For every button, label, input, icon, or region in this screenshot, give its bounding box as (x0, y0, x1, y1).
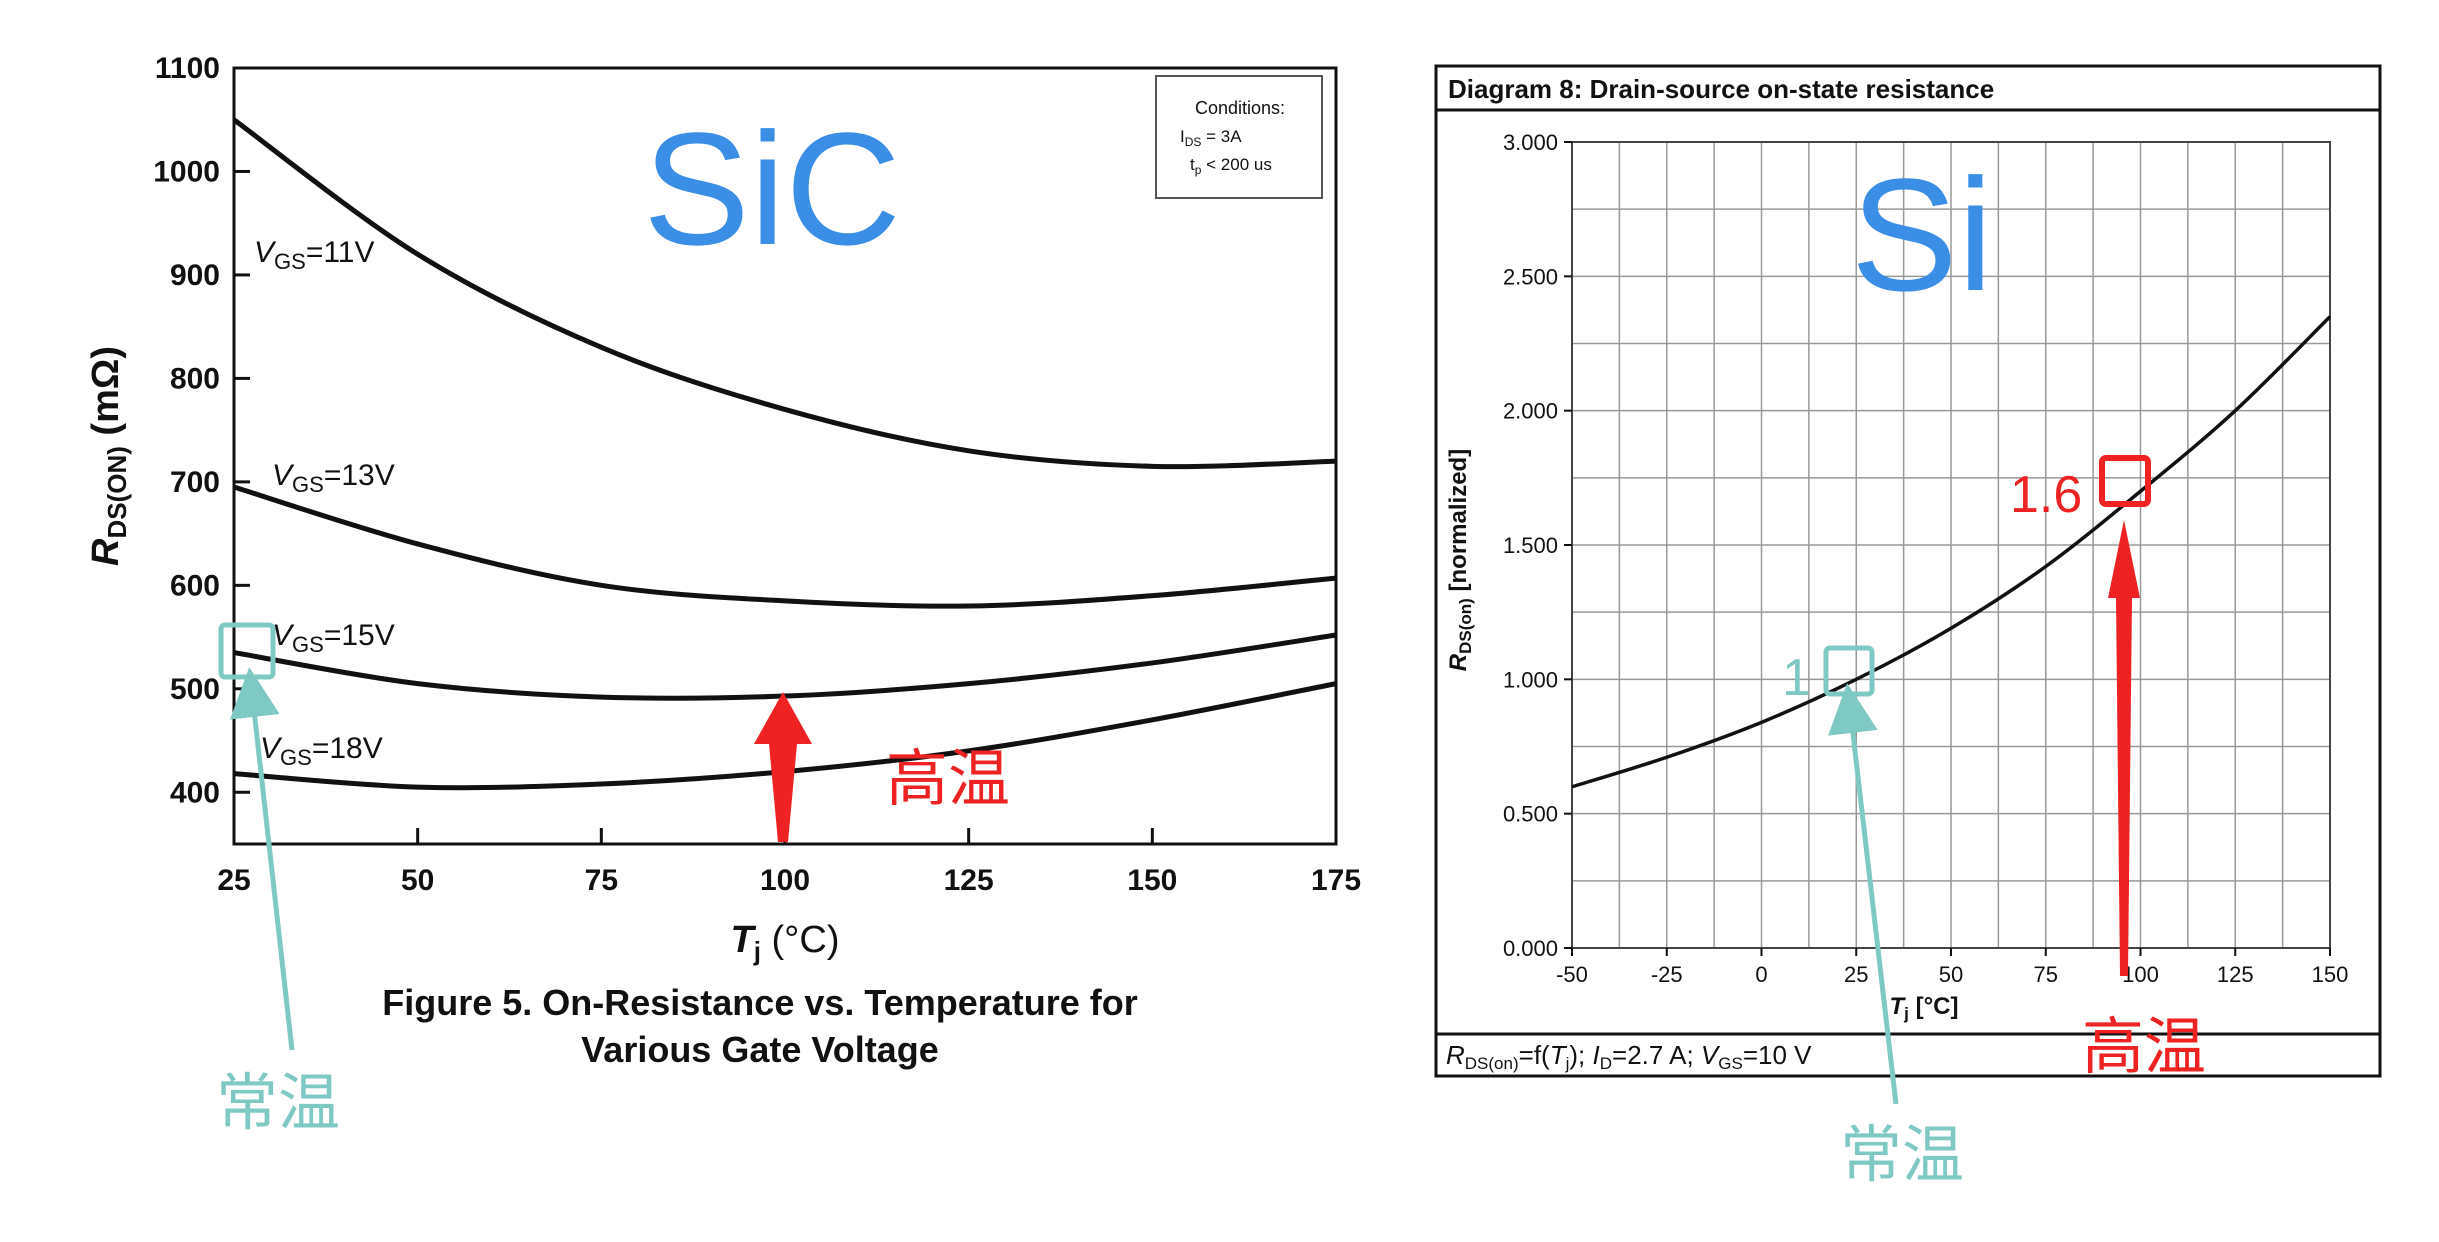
sic-x-tick-label: 25 (217, 864, 250, 897)
si-y-tick-label: 0.500 (1503, 802, 1558, 827)
si-chart: Diagram 8: Drain-source on-state resista… (1434, 64, 2382, 1191)
si-y-tick-label: 2.500 (1503, 264, 1558, 289)
series-label-vgs-15v: VGS=15V (272, 619, 395, 657)
sic-x-tick-label: 125 (944, 864, 994, 897)
si-x-tick-label: 125 (2217, 962, 2254, 987)
sic-y-tick-label: 900 (170, 259, 220, 292)
sic-series-line-1 (233, 484, 1337, 609)
si-annotation-label: Si (1851, 145, 1993, 324)
sic-series-line-0 (232, 117, 1337, 470)
si-x-tick-label: 25 (1844, 962, 1868, 987)
sic-x-tick-label: 175 (1311, 864, 1361, 897)
sic-chart: 400 500 600 700 800 900 1000 1100 25 50 75 100 125 1… (85, 52, 1361, 1139)
sic-annotation-label: SiC (643, 99, 901, 278)
si-y-tick-label: 0.000 (1503, 936, 1558, 961)
si-x-axis-label: Tj [°C] (1890, 993, 1959, 1023)
si-x-tick-label: 75 (2034, 962, 2058, 987)
si-x-tick-label: -50 (1556, 962, 1588, 987)
si-y-axis-label: RDS(on) [normalized] (1445, 449, 1475, 671)
sic-high-temp-arrow (754, 692, 812, 842)
si-series (1571, 315, 2332, 789)
series-label-vgs-13v: VGS=13V (272, 459, 395, 497)
sic-figure-caption-line2: Various Gate Voltage (581, 1029, 938, 1070)
sic-y-tick-label: 600 (170, 569, 220, 602)
sic-y-axis: 400 500 600 700 800 900 1000 1100 (153, 52, 250, 809)
sic-x-tick-label: 50 (401, 864, 434, 897)
si-high-temp-value: 1.6 (2010, 466, 2082, 524)
si-y-tick-label: 2.000 (1503, 399, 1558, 424)
sic-x-tick-label: 75 (585, 864, 618, 897)
si-x-tick-label: 150 (2312, 962, 2349, 987)
series-label-vgs-11v: VGS=11V (254, 236, 374, 274)
si-conditions-footer: RDS(on)=f(Tj); ID=2.7 A; VGS=10 V (1446, 1040, 1812, 1073)
sic-room-temp-label: 常温 (216, 1066, 340, 1139)
si-high-temp-arrow (2108, 520, 2140, 976)
series-label-vgs-18v: VGS=18V (260, 732, 383, 770)
sic-y-axis-label: RDS(ON) (mΩ) (85, 346, 132, 566)
sic-y-tick-label: 500 (170, 673, 220, 706)
sic-y-tick-label: 400 (170, 776, 220, 809)
si-x-tick-label: 100 (2122, 962, 2159, 987)
sic-series-line-2 (233, 632, 1337, 701)
sic-x-axis-label: Tj (°C) (731, 919, 840, 966)
si-x-axis: -50 -25 0 25 50 75 100 125 150 (1556, 948, 2348, 987)
si-y-tick-label: 1.500 (1503, 533, 1558, 558)
si-series-line-0 (1571, 315, 2332, 789)
sic-y-tick-label: 700 (170, 466, 220, 499)
sic-y-tick-label: 1000 (153, 155, 220, 188)
si-y-tick-label: 3.000 (1503, 130, 1558, 155)
si-x-tick-label: -25 (1651, 962, 1683, 987)
si-room-temp-value: 1 (1782, 649, 1811, 707)
sic-room-temp-arrow (229, 667, 295, 1051)
sic-conditions-title: Conditions: (1195, 98, 1285, 118)
sic-x-tick-label: 100 (760, 864, 810, 897)
si-room-temp-label: 常温 (1840, 1118, 1964, 1191)
sic-room-temp-marker (218, 622, 276, 680)
sic-high-temp-label: 高温 (886, 742, 1010, 815)
si-x-tick-label: 0 (1755, 962, 1767, 987)
sic-x-axis: 25 50 75 100 125 150 175 (217, 828, 1361, 897)
sic-conditions-pulse: tp < 200 us (1190, 155, 1272, 177)
sic-x-tick-label: 150 (1127, 864, 1177, 897)
sic-y-tick-label: 800 (170, 362, 220, 395)
sic-y-tick-label: 1100 (155, 52, 220, 85)
si-room-temp-marker (1823, 645, 1875, 697)
si-y-tick-label: 1.000 (1503, 667, 1558, 692)
si-room-temp-arrow (1828, 683, 1899, 1105)
sic-figure-caption-line1: Figure 5. On-Resistance vs. Temperature … (382, 982, 1138, 1023)
si-high-temp-label: 高温 (2082, 1010, 2206, 1083)
si-y-axis: 0.000 0.500 1.000 1.500 2.000 2.500 3.000 (1503, 130, 1572, 961)
si-outer-frame (1434, 64, 2382, 1078)
si-diagram-title: Diagram 8: Drain-source on-state resista… (1448, 74, 1994, 104)
si-high-temp-marker (2099, 455, 2151, 507)
si-x-tick-label: 50 (1939, 962, 1963, 987)
sic-conditions-box: Conditions: IDS = 3A tp < 200 us (1155, 75, 1323, 199)
sic-conditions-current: IDS = 3A (1180, 127, 1242, 149)
